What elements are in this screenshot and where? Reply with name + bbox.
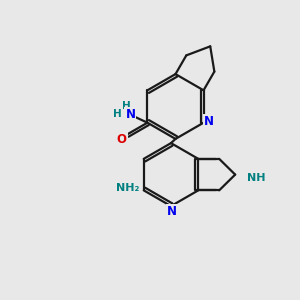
Text: O: O [117, 133, 127, 146]
Text: H: H [122, 101, 131, 111]
Text: NH: NH [247, 173, 265, 183]
Text: N: N [167, 205, 177, 218]
Text: H: H [113, 109, 122, 119]
Text: N: N [204, 115, 214, 128]
Text: N: N [125, 108, 135, 121]
Text: NH₂: NH₂ [116, 183, 140, 193]
